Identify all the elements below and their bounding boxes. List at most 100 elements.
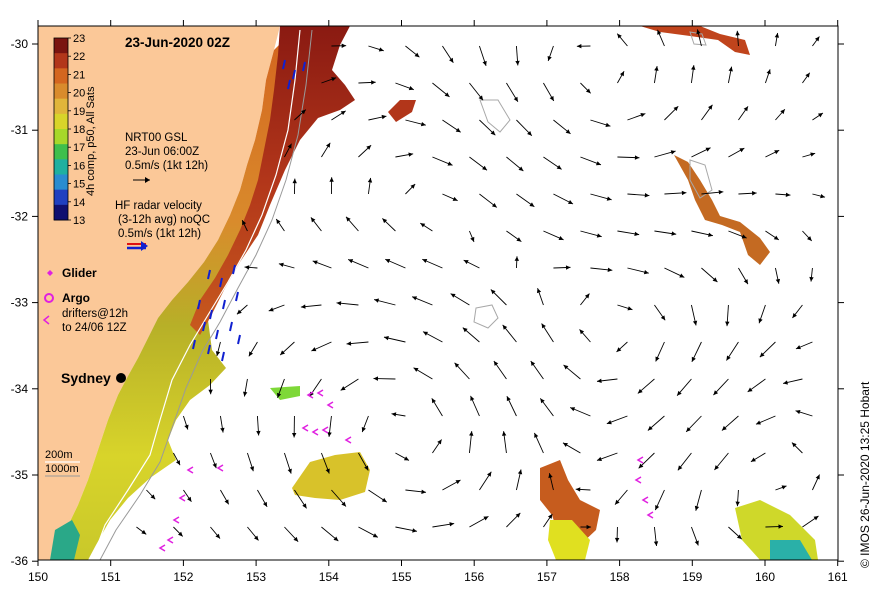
hf-radar-arrow (235, 291, 239, 302)
velocity-arrow (654, 150, 676, 158)
velocity-arrow (657, 29, 665, 47)
velocity-arrow (562, 442, 581, 454)
velocity-arrow (654, 230, 677, 236)
colorbar: 23 22 21 20 19 18 17 16 15 14 13 (53, 33, 85, 227)
velocity-arrow (755, 415, 776, 425)
velocity-arrow (694, 489, 702, 511)
velocity-arrow (795, 409, 813, 417)
velocity-arrow (747, 378, 766, 393)
velocity-arrow (728, 230, 747, 239)
velocity-arrow (782, 378, 803, 385)
velocity-arrow (329, 177, 334, 195)
velocity-arrow (502, 324, 517, 343)
velocity-arrow (454, 362, 470, 380)
velocity-arrow (432, 156, 453, 166)
drifter-tracks (158, 389, 654, 552)
lon-tick-label: 155 (391, 570, 411, 584)
velocity-arrow (774, 32, 780, 47)
map-title: 23-Jun-2020 02Z (125, 35, 230, 50)
velocity-arrow (257, 489, 268, 508)
velocity-arrow (774, 267, 781, 284)
velocity-arrow (368, 489, 388, 503)
shelf-sst (50, 40, 292, 560)
velocity-arrow (677, 452, 692, 471)
velocity-arrow (405, 489, 427, 495)
velocity-arrow (691, 526, 699, 546)
velocity-arrow (395, 152, 414, 158)
colorbar-segment (54, 113, 68, 130)
hf-radar-arrow (292, 69, 296, 80)
drifter-marker (636, 456, 644, 464)
velocity-arrow (617, 155, 640, 160)
colorbar-segment (54, 129, 68, 145)
lon-tick-label: 151 (101, 570, 121, 584)
colorbar-segment (54, 159, 68, 175)
velocity-arrow (395, 82, 414, 91)
colorbar-segment (54, 189, 68, 206)
drifter-marker (634, 476, 642, 484)
velocity-arrow (701, 190, 724, 195)
lon-tick-label: 159 (682, 570, 702, 584)
gsl-title: NRT00 GSL (125, 132, 188, 144)
velocity-arrow (244, 265, 258, 270)
velocity-arrow (442, 119, 461, 133)
velocity-arrow (268, 304, 285, 312)
velocity-arrow (463, 259, 480, 269)
velocity-arrow (248, 341, 258, 357)
velocity-arrow (714, 452, 729, 471)
lon-tick-label: 158 (610, 570, 630, 584)
velocity-arrow (321, 77, 337, 84)
velocity-arrow (469, 230, 475, 243)
velocity-arrow (575, 487, 591, 492)
velocity-arrow (331, 43, 347, 48)
velocity-arrow (506, 395, 517, 417)
velocity-arrow (385, 258, 406, 269)
drifter-marker (344, 436, 352, 444)
lat-tick-label: -31 (11, 123, 29, 137)
velocity-arrow (775, 485, 787, 491)
velocity-arrow (358, 452, 369, 471)
drifter-marker (158, 544, 166, 552)
velocity-arrow (802, 72, 811, 84)
velocity-arrow (738, 191, 757, 196)
drifter-marker (301, 424, 309, 432)
contour-200m-label: 200m (45, 449, 73, 461)
velocity-arrow (590, 193, 612, 201)
velocity-arrow (543, 82, 555, 102)
velocity-arrow (516, 193, 535, 208)
glider-icon (47, 270, 53, 276)
velocity-arrow (431, 398, 443, 417)
velocity-arrow (627, 113, 646, 121)
velocity-arrow (690, 304, 698, 326)
velocity-arrow (462, 327, 480, 343)
velocity-arrow (413, 367, 433, 380)
velocity-arrow (653, 66, 659, 84)
velocity-arrow (627, 193, 650, 198)
velocity-arrow (812, 193, 826, 199)
velocity-arrow (728, 526, 743, 540)
velocity-arrow (256, 415, 261, 436)
velocity-arrow (579, 329, 591, 343)
lat-tick-label: -32 (11, 209, 29, 223)
velocity-arrow (241, 219, 248, 232)
drifters-label-1: drifters@12h (62, 308, 128, 320)
velocity-arrow (516, 119, 533, 137)
velocity-arrow (735, 30, 740, 47)
velocity-arrow (617, 230, 640, 237)
colorbar-tick-label: 18 (73, 124, 85, 136)
velocity-arrow (312, 260, 332, 269)
argo-label: Argo (62, 291, 90, 305)
velocity-arrow (183, 489, 192, 502)
velocity-arrow (690, 65, 696, 84)
lon-tick-label: 161 (828, 570, 848, 584)
velocity-arrow (294, 109, 307, 121)
velocity-arrow (725, 304, 730, 327)
velocity-arrow (391, 412, 406, 417)
velocity-arrow (321, 526, 339, 542)
lat-tick-label: -36 (11, 554, 29, 568)
hf-title: HF radar velocity (115, 200, 202, 212)
velocity-arrow (300, 304, 322, 309)
velocity-arrow (291, 415, 297, 438)
seamount-contour-3 (689, 159, 713, 199)
velocity-arrow (442, 479, 461, 491)
